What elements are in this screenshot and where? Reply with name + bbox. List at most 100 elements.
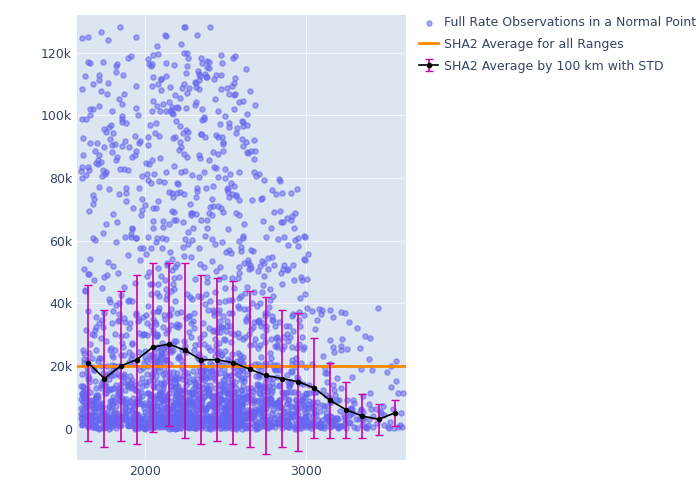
Full Rate Observations in a Normal Point	[192, 371, 203, 379]
Full Rate Observations in a Normal Point	[182, 412, 193, 420]
Full Rate Observations in a Normal Point	[169, 375, 181, 383]
Full Rate Observations in a Normal Point	[214, 381, 225, 389]
Full Rate Observations in a Normal Point	[235, 355, 246, 363]
Full Rate Observations in a Normal Point	[218, 422, 229, 430]
Full Rate Observations in a Normal Point	[237, 412, 248, 420]
Full Rate Observations in a Normal Point	[180, 410, 191, 418]
Full Rate Observations in a Normal Point	[391, 358, 402, 366]
Full Rate Observations in a Normal Point	[189, 416, 200, 424]
Full Rate Observations in a Normal Point	[228, 104, 239, 112]
Full Rate Observations in a Normal Point	[123, 416, 134, 424]
Full Rate Observations in a Normal Point	[125, 397, 136, 405]
Full Rate Observations in a Normal Point	[102, 371, 113, 379]
Full Rate Observations in a Normal Point	[78, 383, 89, 391]
Full Rate Observations in a Normal Point	[99, 420, 111, 428]
Full Rate Observations in a Normal Point	[126, 340, 137, 348]
Full Rate Observations in a Normal Point	[181, 402, 193, 409]
Full Rate Observations in a Normal Point	[276, 280, 287, 288]
Full Rate Observations in a Normal Point	[147, 314, 158, 322]
Full Rate Observations in a Normal Point	[327, 396, 338, 404]
Full Rate Observations in a Normal Point	[199, 376, 210, 384]
Full Rate Observations in a Normal Point	[256, 383, 267, 391]
Full Rate Observations in a Normal Point	[261, 388, 272, 396]
Full Rate Observations in a Normal Point	[204, 346, 215, 354]
Full Rate Observations in a Normal Point	[95, 400, 106, 407]
Full Rate Observations in a Normal Point	[169, 134, 181, 141]
Full Rate Observations in a Normal Point	[188, 309, 199, 317]
Full Rate Observations in a Normal Point	[302, 408, 313, 416]
Full Rate Observations in a Normal Point	[160, 32, 172, 40]
Full Rate Observations in a Normal Point	[298, 311, 309, 319]
Full Rate Observations in a Normal Point	[204, 23, 216, 31]
Full Rate Observations in a Normal Point	[186, 319, 197, 327]
Full Rate Observations in a Normal Point	[195, 402, 206, 410]
Full Rate Observations in a Normal Point	[186, 422, 197, 430]
Full Rate Observations in a Normal Point	[396, 409, 407, 417]
Full Rate Observations in a Normal Point	[172, 387, 183, 395]
Full Rate Observations in a Normal Point	[217, 138, 228, 145]
Full Rate Observations in a Normal Point	[307, 307, 318, 315]
Full Rate Observations in a Normal Point	[94, 319, 105, 327]
Full Rate Observations in a Normal Point	[248, 408, 260, 416]
Full Rate Observations in a Normal Point	[304, 420, 315, 428]
Full Rate Observations in a Normal Point	[158, 379, 169, 387]
Full Rate Observations in a Normal Point	[155, 86, 167, 94]
Full Rate Observations in a Normal Point	[219, 164, 230, 172]
Full Rate Observations in a Normal Point	[199, 416, 211, 424]
Full Rate Observations in a Normal Point	[253, 316, 265, 324]
Full Rate Observations in a Normal Point	[120, 118, 131, 126]
Full Rate Observations in a Normal Point	[270, 399, 281, 407]
Full Rate Observations in a Normal Point	[147, 308, 158, 316]
Full Rate Observations in a Normal Point	[159, 396, 170, 404]
Full Rate Observations in a Normal Point	[302, 304, 313, 312]
Full Rate Observations in a Normal Point	[206, 234, 218, 242]
Full Rate Observations in a Normal Point	[198, 168, 209, 176]
Full Rate Observations in a Normal Point	[125, 384, 136, 392]
Full Rate Observations in a Normal Point	[222, 420, 233, 428]
Full Rate Observations in a Normal Point	[137, 424, 148, 432]
Full Rate Observations in a Normal Point	[166, 305, 177, 313]
Full Rate Observations in a Normal Point	[177, 422, 188, 430]
Full Rate Observations in a Normal Point	[324, 412, 335, 420]
Full Rate Observations in a Normal Point	[127, 297, 138, 305]
Full Rate Observations in a Normal Point	[183, 396, 195, 404]
Full Rate Observations in a Normal Point	[152, 413, 163, 421]
Full Rate Observations in a Normal Point	[130, 82, 141, 90]
Full Rate Observations in a Normal Point	[242, 150, 253, 158]
Full Rate Observations in a Normal Point	[95, 334, 106, 342]
Full Rate Observations in a Normal Point	[213, 150, 224, 158]
Full Rate Observations in a Normal Point	[216, 417, 228, 425]
Full Rate Observations in a Normal Point	[260, 338, 271, 346]
Full Rate Observations in a Normal Point	[132, 412, 143, 420]
Full Rate Observations in a Normal Point	[290, 360, 302, 368]
Full Rate Observations in a Normal Point	[164, 378, 175, 386]
Full Rate Observations in a Normal Point	[81, 356, 92, 364]
Full Rate Observations in a Normal Point	[298, 380, 309, 388]
Full Rate Observations in a Normal Point	[83, 411, 94, 419]
Full Rate Observations in a Normal Point	[151, 102, 162, 110]
Full Rate Observations in a Normal Point	[181, 423, 192, 431]
Full Rate Observations in a Normal Point	[372, 419, 383, 427]
Full Rate Observations in a Normal Point	[286, 413, 297, 421]
Full Rate Observations in a Normal Point	[193, 354, 204, 362]
Full Rate Observations in a Normal Point	[237, 117, 248, 125]
Full Rate Observations in a Normal Point	[294, 424, 305, 432]
Full Rate Observations in a Normal Point	[253, 373, 265, 381]
Full Rate Observations in a Normal Point	[83, 270, 94, 278]
Full Rate Observations in a Normal Point	[219, 404, 230, 412]
Full Rate Observations in a Normal Point	[339, 415, 350, 423]
Full Rate Observations in a Normal Point	[127, 416, 138, 424]
Full Rate Observations in a Normal Point	[171, 178, 182, 186]
Full Rate Observations in a Normal Point	[89, 412, 100, 420]
Full Rate Observations in a Normal Point	[99, 408, 110, 416]
Full Rate Observations in a Normal Point	[227, 296, 238, 304]
Full Rate Observations in a Normal Point	[255, 390, 266, 398]
Full Rate Observations in a Normal Point	[144, 400, 155, 408]
Full Rate Observations in a Normal Point	[256, 412, 267, 420]
Full Rate Observations in a Normal Point	[230, 361, 241, 369]
Full Rate Observations in a Normal Point	[119, 350, 130, 358]
Full Rate Observations in a Normal Point	[179, 342, 190, 349]
Full Rate Observations in a Normal Point	[256, 195, 267, 203]
Full Rate Observations in a Normal Point	[131, 312, 142, 320]
Full Rate Observations in a Normal Point	[190, 380, 201, 388]
